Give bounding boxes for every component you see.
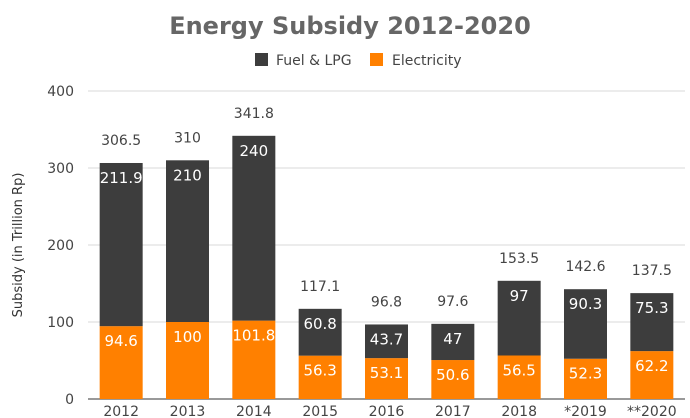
- data-label-electricity: 52.3: [569, 365, 602, 383]
- total-label: 310: [174, 130, 201, 146]
- data-label-electricity: 50.6: [436, 366, 469, 384]
- bars: [99, 135, 674, 399]
- bar-electricity: [166, 322, 209, 399]
- data-label-electricity: 94.6: [104, 332, 137, 350]
- bar-electricity: [365, 358, 408, 399]
- bar-fuel-lpg: [564, 289, 607, 359]
- legend-swatch-fuel: [255, 53, 268, 66]
- bar-electricity: [564, 358, 607, 399]
- x-tick-label: 2016: [369, 404, 405, 418]
- data-label-electricity: 56.3: [303, 362, 336, 380]
- x-tick-label: 2014: [236, 404, 272, 418]
- x-tick-label: 2018: [501, 404, 537, 418]
- x-tick-label: 2017: [435, 404, 471, 418]
- bar-electricity: [497, 355, 541, 399]
- legend: Fuel & LPG Electricity: [255, 53, 462, 69]
- y-tick-label: 400: [47, 84, 74, 100]
- data-label-electricity: 101.8: [232, 327, 275, 345]
- y-tick-labels: 0 100 200 300 400: [47, 84, 74, 408]
- data-label-electricity: 100: [173, 328, 202, 346]
- data-label-fuel-lpg: 210: [173, 166, 202, 184]
- bar-fuel-lpg: [99, 162, 143, 327]
- y-axis-label: Subsidy (in Trillion Rp): [11, 173, 26, 318]
- x-tick-label: 2015: [302, 404, 338, 418]
- data-label-fuel-lpg: 43.7: [370, 330, 403, 348]
- bar-electricity: [99, 326, 143, 399]
- data-label-fuel-lpg: 90.3: [569, 295, 602, 313]
- total-label: 341.8: [234, 106, 274, 122]
- data-label-electricity: 53.1: [370, 364, 403, 382]
- bar-electricity: [630, 351, 674, 399]
- total-label: 117.1: [300, 279, 340, 295]
- data-label-fuel-lpg: 211.9: [100, 169, 143, 187]
- bar-electricity: [431, 360, 475, 399]
- bar-fuel-lpg: [232, 135, 276, 321]
- data-label-fuel-lpg: 97: [510, 287, 529, 305]
- chart-title: Energy Subsidy 2012-2020: [169, 12, 531, 40]
- data-labels: 94.6 211.9 306.5 100 210 310 101.8 240 341.8 56.3…: [100, 106, 672, 384]
- total-label: 96.8: [371, 294, 402, 310]
- data-label-fuel-lpg: 60.8: [303, 315, 336, 333]
- bar-fuel-lpg: [166, 160, 209, 322]
- bar-fuel-lpg: [630, 293, 674, 352]
- total-label: 97.6: [437, 294, 468, 310]
- total-label: 153.5: [499, 251, 539, 267]
- data-label-fuel-lpg: 47: [443, 330, 462, 348]
- y-tick-label: 0: [65, 392, 74, 408]
- y-tick-label: 200: [47, 238, 74, 254]
- x-tick-labels: 2012 2013 2014 2015 2016 2017 2018 *2019 **2020: [103, 404, 676, 418]
- bar-electricity: [232, 320, 276, 399]
- total-label: 306.5: [101, 133, 141, 149]
- data-label-fuel-lpg: 240: [240, 142, 269, 160]
- bar-electricity: [298, 355, 342, 399]
- total-label: 142.6: [565, 259, 605, 275]
- x-tick-label: **2020: [627, 404, 677, 418]
- x-tick-label: 2013: [170, 404, 206, 418]
- x-tick-label: *2019: [564, 404, 607, 418]
- y-tick-label: 100: [47, 315, 74, 331]
- data-label-electricity: 62.2: [635, 357, 668, 375]
- bar-fuel-lpg: [497, 280, 541, 356]
- data-label-fuel-lpg: 75.3: [635, 299, 668, 317]
- bar-fuel-lpg: [298, 308, 342, 356]
- bar-fuel-lpg: [431, 323, 475, 361]
- total-label: 137.5: [632, 263, 672, 279]
- y-tick-label: 300: [47, 161, 74, 177]
- legend-label-fuel: Fuel & LPG: [276, 53, 352, 69]
- x-tick-label: 2012: [103, 404, 139, 418]
- legend-swatch-electricity: [370, 53, 383, 66]
- bar-fuel-lpg: [365, 324, 408, 359]
- data-label-electricity: 56.5: [502, 361, 535, 379]
- legend-label-electricity: Electricity: [392, 53, 462, 69]
